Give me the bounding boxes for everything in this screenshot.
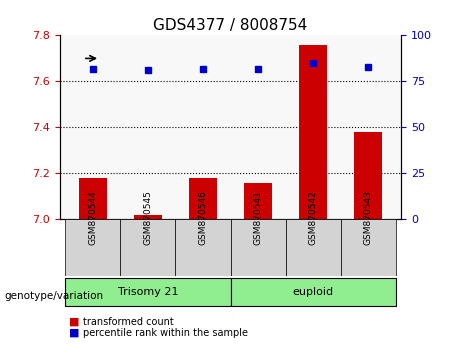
Bar (355, 132, 382, 219)
Text: genotype/variation: genotype/variation (5, 291, 104, 301)
Bar (244, 183, 272, 219)
Text: GSM870541: GSM870541 (254, 190, 262, 245)
Text: euploid: euploid (292, 287, 334, 297)
Text: percentile rank within the sample: percentile rank within the sample (83, 328, 248, 338)
Text: GSM870545: GSM870545 (143, 190, 153, 245)
Bar (299, 45, 327, 219)
Bar (134, 215, 162, 219)
Text: GSM870543: GSM870543 (364, 190, 372, 245)
Text: GSM870546: GSM870546 (199, 190, 207, 245)
FancyBboxPatch shape (176, 219, 230, 276)
Text: transformed count: transformed count (83, 317, 174, 327)
Title: GDS4377 / 8008754: GDS4377 / 8008754 (154, 18, 307, 33)
FancyBboxPatch shape (65, 219, 120, 276)
Bar (79, 178, 106, 219)
FancyBboxPatch shape (285, 219, 341, 276)
FancyBboxPatch shape (230, 278, 396, 306)
FancyBboxPatch shape (230, 219, 285, 276)
Bar (189, 178, 217, 219)
FancyBboxPatch shape (65, 278, 230, 306)
FancyBboxPatch shape (120, 219, 176, 276)
Text: ■: ■ (69, 328, 80, 338)
FancyBboxPatch shape (341, 219, 396, 276)
Text: ■: ■ (69, 317, 80, 327)
Text: GSM870542: GSM870542 (308, 190, 318, 245)
Text: GSM870544: GSM870544 (89, 190, 97, 245)
Text: Trisomy 21: Trisomy 21 (118, 287, 178, 297)
